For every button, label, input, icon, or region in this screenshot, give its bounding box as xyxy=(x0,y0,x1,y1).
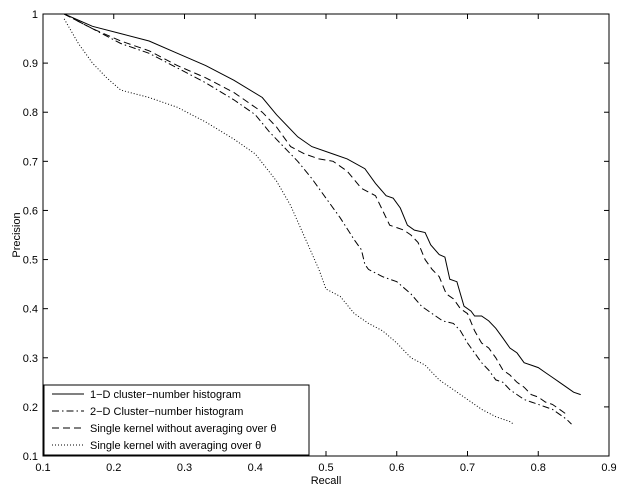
y-tick-label: 0.6 xyxy=(23,205,38,217)
y-tick-label: 0.2 xyxy=(23,402,38,414)
series-line-4 xyxy=(63,18,514,425)
y-tick-label: 0.7 xyxy=(23,156,38,168)
series-line-3 xyxy=(63,13,567,415)
y-axis-label: Precision xyxy=(11,212,23,257)
axis-ticks: 0.1 0.2 0.3 0.4 0.5 0.6 0.7 0.8 0.9 0.1 0.2 0.3 0.4 0… xyxy=(23,9,617,474)
legend-label-4: Single kernel with averaging over θ xyxy=(90,440,261,452)
x-tick-label: 0.7 xyxy=(460,462,475,474)
x-tick-label: 0.2 xyxy=(106,462,121,474)
y-tick-label: 0.8 xyxy=(23,107,38,119)
series-line-2 xyxy=(63,13,572,425)
legend-label-1: 1−D cluster−number histogram xyxy=(90,389,241,401)
legend-label-3: Single kernel without averaging over θ xyxy=(90,423,277,435)
x-tick-label: 0.4 xyxy=(248,462,263,474)
y-tick-label: 0.3 xyxy=(23,353,38,365)
x-tick-label: 0.9 xyxy=(601,462,616,474)
y-tick-label: 0.4 xyxy=(23,304,38,316)
x-axis-label: Recall xyxy=(311,475,342,487)
y-tick-label: 0.5 xyxy=(23,255,38,267)
x-tick-label: 0.6 xyxy=(389,462,404,474)
x-tick-label: 0.5 xyxy=(318,462,333,474)
legend-box xyxy=(43,384,310,456)
legend: 1−D cluster−number histogram 2−D Cluster−… xyxy=(43,384,310,456)
series-line-1 xyxy=(64,13,581,396)
x-tick-label: 0.1 xyxy=(35,462,50,474)
legend-label-2: 2−D Cluster−number histogram xyxy=(90,406,243,418)
plot-frame xyxy=(42,13,610,457)
series-group xyxy=(63,13,581,425)
legend-entries: 1−D cluster−number histogram 2−D Cluster−… xyxy=(52,389,277,452)
y-tick-label: 0.1 xyxy=(23,451,38,463)
y-tick-label: 0.9 xyxy=(23,58,38,70)
y-tick-label: 1 xyxy=(32,9,38,21)
x-tick-label: 0.3 xyxy=(177,462,192,474)
x-tick-label: 0.8 xyxy=(531,462,546,474)
